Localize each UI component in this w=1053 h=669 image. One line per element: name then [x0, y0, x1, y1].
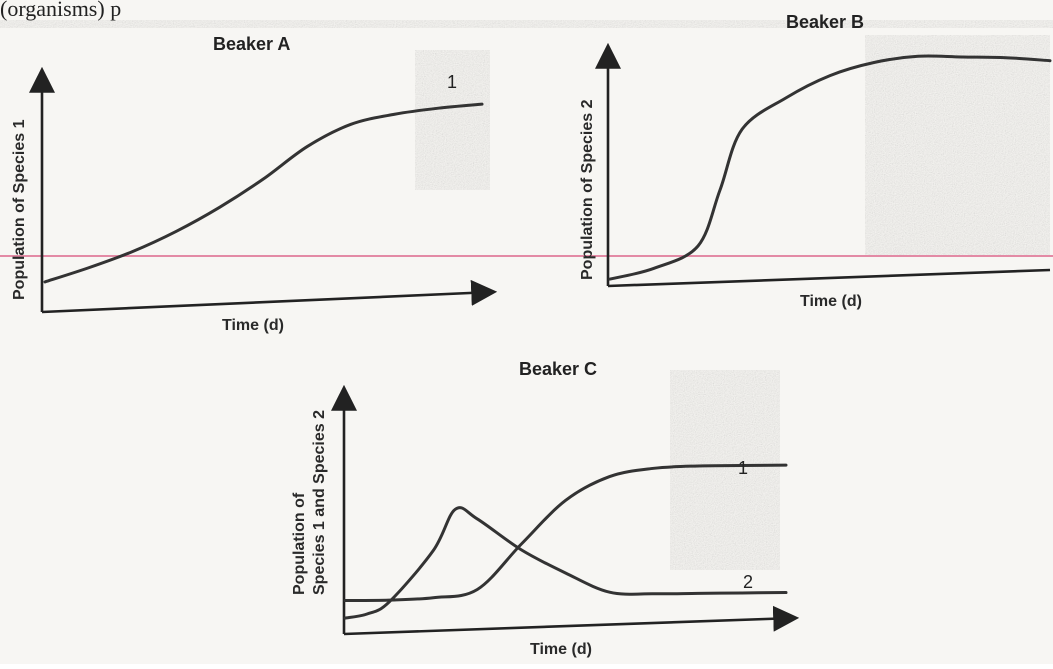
x-axis	[41, 279, 498, 314]
chart-title: Beaker B	[786, 12, 864, 32]
x-axis-label: Time (d)	[222, 317, 284, 334]
curve-label-1: 1	[738, 458, 748, 478]
y-axis-label: Population of Species 2	[579, 99, 596, 280]
chart-beaker-a: Beaker A 1 Time (d) Population of Specie…	[11, 34, 498, 334]
top-cropped-text: (organisms) p	[0, 0, 121, 21]
y-axis-label: Population of Species 1	[11, 119, 28, 300]
curve-label-2: 2	[743, 572, 753, 592]
chart-beaker-b: Beaker B Time (d) Population of Species …	[579, 12, 1052, 310]
series-line-1	[43, 102, 484, 284]
x-axis	[343, 605, 800, 636]
y-axis-label: Population of Species 1 and Species 2	[291, 410, 328, 595]
x-axis-label: Time (d)	[800, 293, 862, 310]
x-axis-label: Time (d)	[530, 641, 592, 658]
chart-title: Beaker A	[213, 34, 290, 54]
x-axis	[607, 268, 1051, 288]
series-line-2	[343, 506, 788, 620]
scan-noise	[0, 20, 1053, 570]
curve-label: 1	[447, 72, 457, 92]
chart-beaker-c: Beaker C 1 2 Time (d) Population of Spec…	[291, 359, 800, 658]
series-line-1	[343, 463, 788, 602]
series-line	[608, 54, 1052, 281]
chart-title: Beaker C	[519, 359, 597, 379]
